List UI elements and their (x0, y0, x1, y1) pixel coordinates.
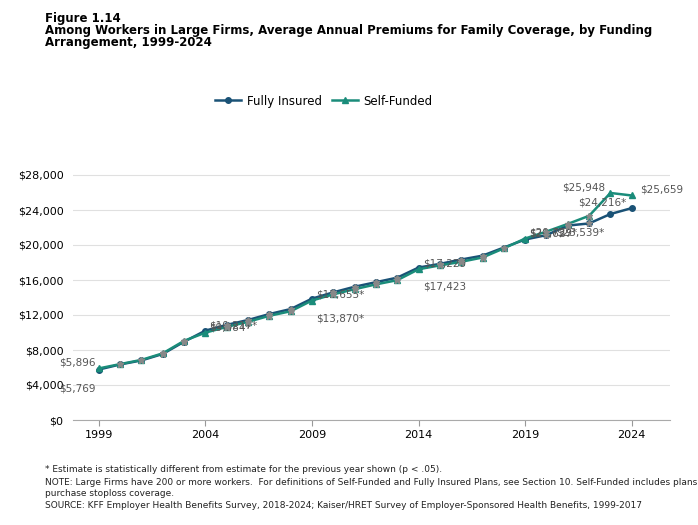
Self-Funded (457, 259, 466, 265)
Self-Funded (95, 365, 103, 372)
Text: SOURCE: KFF Employer Health Benefits Survey, 2018-2024; Kaiser/HRET Survey of Em: SOURCE: KFF Employer Health Benefits Sur… (45, 501, 642, 510)
Text: $5,896: $5,896 (59, 358, 96, 368)
Self-Funded (542, 228, 551, 235)
Text: $17,229: $17,229 (423, 259, 466, 269)
Text: $13,870*: $13,870* (316, 313, 364, 323)
Fully Insured (393, 275, 401, 281)
Line: Self-Funded: Self-Funded (96, 190, 634, 371)
Fully Insured (585, 220, 593, 227)
Self-Funded (286, 308, 295, 314)
Self-Funded (478, 254, 487, 260)
Self-Funded (350, 286, 359, 292)
Text: $13,655*: $13,655* (316, 290, 364, 300)
Self-Funded (158, 350, 167, 356)
Text: purchase stoploss coverage.: purchase stoploss coverage. (45, 489, 174, 498)
Self-Funded (585, 213, 593, 219)
Text: $25,659: $25,659 (640, 185, 683, 195)
Self-Funded (180, 338, 188, 344)
Fully Insured (521, 236, 529, 243)
Self-Funded (244, 319, 252, 325)
Fully Insured (138, 357, 146, 363)
Fully Insured (180, 339, 188, 345)
Self-Funded (436, 262, 444, 269)
Self-Funded (393, 277, 401, 284)
Self-Funded (606, 190, 614, 196)
Text: $20,739*: $20,739* (529, 228, 577, 238)
Self-Funded (500, 245, 508, 251)
Legend: Fully Insured, Self-Funded: Fully Insured, Self-Funded (211, 90, 438, 112)
Self-Funded (116, 361, 124, 368)
Self-Funded (415, 266, 423, 272)
Text: $10,217*: $10,217* (209, 320, 258, 330)
Self-Funded (329, 291, 338, 298)
Self-Funded (223, 324, 231, 330)
Self-Funded (308, 297, 316, 303)
Text: $5,769: $5,769 (59, 384, 96, 394)
Text: NOTE: Large Firms have 200 or more workers.  For definitions of Self-Funded and : NOTE: Large Firms have 200 or more worke… (45, 478, 698, 487)
Fully Insured (478, 253, 487, 259)
Text: Among Workers in Large Firms, Average Annual Premiums for Family Coverage, by Fu: Among Workers in Large Firms, Average An… (45, 24, 653, 37)
Self-Funded (521, 235, 529, 242)
Text: Arrangement, 1999-2024: Arrangement, 1999-2024 (45, 36, 212, 49)
Fully Insured (308, 296, 316, 302)
Text: $20,627: $20,627 (529, 229, 572, 239)
Fully Insured (415, 265, 423, 271)
Fully Insured (116, 361, 124, 368)
Text: $24,216*: $24,216* (578, 197, 626, 207)
Fully Insured (244, 317, 252, 323)
Fully Insured (606, 211, 614, 217)
Text: Figure 1.14: Figure 1.14 (45, 12, 121, 25)
Self-Funded (138, 357, 146, 363)
Fully Insured (372, 279, 380, 286)
Fully Insured (95, 366, 103, 373)
Fully Insured (628, 205, 636, 211)
Self-Funded (265, 312, 274, 319)
Text: $9,984*: $9,984* (209, 322, 251, 332)
Self-Funded (628, 192, 636, 198)
Fully Insured (158, 351, 167, 357)
Line: Fully Insured: Fully Insured (96, 205, 634, 372)
Fully Insured (201, 328, 209, 334)
Self-Funded (563, 221, 572, 227)
Fully Insured (457, 256, 466, 262)
Fully Insured (329, 289, 338, 296)
Text: * Estimate is statistically different from estimate for the previous year shown : * Estimate is statistically different fr… (45, 465, 443, 474)
Fully Insured (223, 322, 231, 328)
Text: $25,948: $25,948 (562, 182, 605, 192)
Fully Insured (286, 306, 295, 312)
Fully Insured (563, 223, 572, 229)
Self-Funded (372, 281, 380, 288)
Self-Funded (201, 330, 209, 336)
Fully Insured (542, 232, 551, 238)
Text: $23,539*: $23,539* (556, 227, 605, 237)
Fully Insured (500, 245, 508, 251)
Fully Insured (265, 311, 274, 317)
Fully Insured (350, 284, 359, 290)
Text: $17,423: $17,423 (423, 282, 466, 292)
Fully Insured (436, 261, 444, 267)
